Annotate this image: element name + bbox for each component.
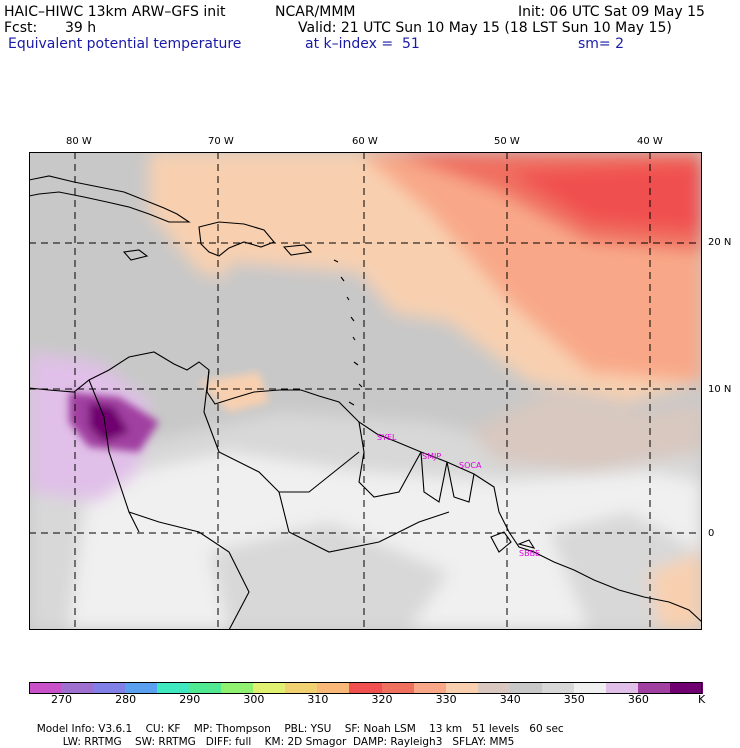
coastlines [29, 175, 702, 630]
lon-label-60w: 60 W [352, 136, 378, 147]
footer-timestep: 60 sec [529, 723, 564, 735]
shading-340-maracaibo [199, 372, 269, 412]
footer-pbl: PBL: YSU [284, 723, 332, 735]
colorbar-swatch [605, 682, 639, 694]
colorbar-swatch [669, 682, 703, 694]
shading-375-core [89, 402, 129, 442]
lat-label-10n: 10 N [708, 384, 732, 395]
colorbar-tick-label: 280 [115, 693, 137, 706]
level-info: at k–index = 51 [305, 36, 420, 52]
colorbar-tick-label: 360 [627, 693, 649, 706]
lat-label-20n: 20 N [708, 237, 732, 248]
footer-sflay: SFLAY: MM5 [452, 736, 515, 748]
colorbar-tick-label: 330 [435, 693, 457, 706]
colorbar-swatch [221, 682, 254, 694]
shading-345-band [469, 392, 702, 472]
colorbar-swatch [445, 682, 479, 694]
colorbar-swatch [61, 682, 94, 694]
org-label: NCAR/MMM [275, 4, 356, 20]
station-label: SOCA [459, 461, 482, 470]
shading-325-ne [509, 162, 702, 232]
model-title: HAIC–HIWC 13km ARW–GFS init [4, 4, 226, 20]
init-time: Init: 06 UTC Sat 09 May 15 [518, 4, 705, 20]
colorbar-swatch [253, 682, 286, 694]
colorbar-tick-label: 290 [179, 693, 201, 706]
valid-time: Valid: 21 UTC Sun 10 May 15 (18 LST Sun … [298, 20, 672, 36]
colorbar-swatch [125, 682, 158, 694]
colorbar-swatch [285, 682, 319, 694]
colorbar-unit: K [698, 693, 706, 706]
footer-damp: DAMP: Rayleigh3 [353, 736, 443, 748]
station-markers: SYEL SMJP SOCA SBBE [377, 433, 540, 558]
footer-line-2: LW: RRTMG SW: RRTMG DIFF: full KM: 2D Sm… [56, 724, 515, 748]
shading-345-caribbean [209, 262, 429, 392]
footer-diff: DIFF: full [205, 736, 252, 748]
colorbar-swatch [637, 682, 671, 694]
lon-label-70w: 70 W [208, 136, 234, 147]
colorbar-swatch [157, 682, 190, 694]
colorbar-tick-label: 310 [307, 693, 329, 706]
colorbar-frame [29, 682, 702, 694]
colorbar-tick-label: 270 [51, 693, 73, 706]
footer-sw: SW: RRTMG [135, 736, 196, 748]
footer-line-1: Model Info: V3.6.1 CU: KF MP: Thompson P… [30, 711, 564, 735]
footer-km: KM: 2D Smagor [264, 736, 347, 748]
footer-res: 13 km [429, 723, 463, 735]
colorbar-swatch [573, 682, 607, 694]
colorbar-swatch [189, 682, 222, 694]
map-panel: SYEL SMJP SOCA SBBE [29, 152, 702, 630]
shading-350-interior [209, 522, 449, 630]
station-label: SMJP [422, 452, 441, 461]
smooth-info: sm= 2 [578, 36, 625, 52]
footer-sf: SF: Noah LSM [344, 723, 416, 735]
lat-label-0: 0 [708, 528, 715, 539]
colorbar-swatch [541, 682, 575, 694]
fcst-value: 39 h [65, 20, 97, 36]
footer-model-info: Model Info: V3.6.1 [36, 723, 133, 735]
colorbar-swatch [381, 682, 415, 694]
colorbar-swatch [413, 682, 447, 694]
lon-label-40w: 40 W [637, 136, 663, 147]
lon-label-80w: 80 W [66, 136, 92, 147]
footer-lw: LW: RRTMG [62, 736, 122, 748]
colorbar-tick-label: 300 [243, 693, 265, 706]
map-border [29, 152, 702, 630]
colorbar-tick-label: 350 [563, 693, 585, 706]
colorbar-swatch [477, 682, 511, 694]
field-name: Equivalent potential temperature [8, 36, 242, 52]
station-label: SYEL [377, 433, 397, 442]
footer-mp: MP: Thompson [193, 723, 271, 735]
fcst-label: Fcst: [4, 20, 38, 36]
station-label: SBBE [519, 549, 540, 558]
colorbar-swatch [349, 682, 383, 694]
footer-cu: CU: KF [145, 723, 181, 735]
colorbar-tick-label: 340 [499, 693, 521, 706]
footer-levels: 51 levels [472, 723, 520, 735]
colorbar-swatch [317, 682, 351, 694]
colorbar-swatch [509, 682, 543, 694]
lon-label-50w: 50 W [494, 136, 520, 147]
lat-lon-grid [29, 152, 702, 630]
colorbar-tick-label: 320 [371, 693, 393, 706]
colorbar-swatch [29, 682, 62, 694]
colorbar-swatch [93, 682, 126, 694]
